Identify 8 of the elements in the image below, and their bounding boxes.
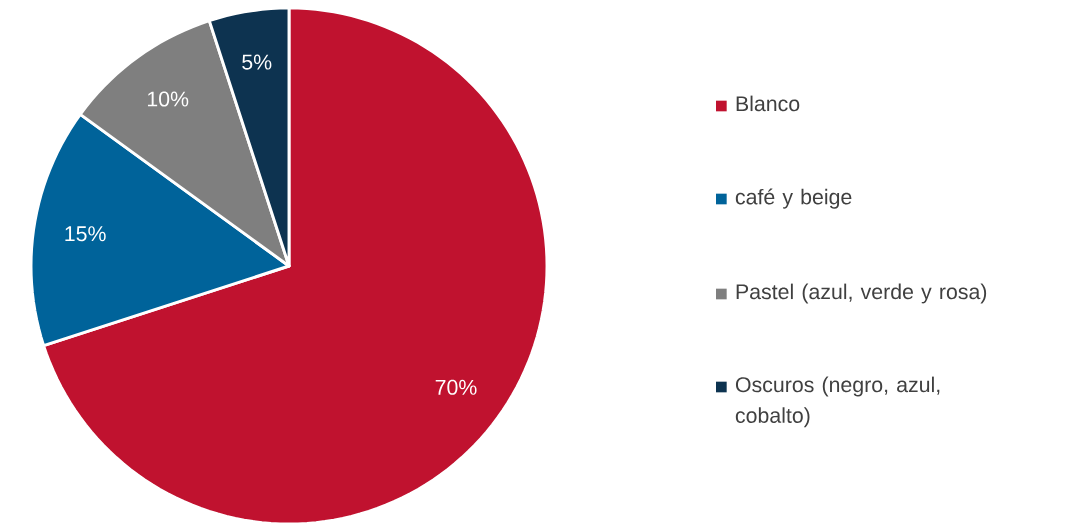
data-label: 10% bbox=[147, 91, 189, 107]
data-label: 15% bbox=[65, 225, 106, 241]
legend-label: Pastel (azul, verde y rosa) bbox=[736, 283, 987, 304]
data-label: 5% bbox=[242, 54, 272, 70]
legend-label: Oscuros (negro, azul, cobalto) bbox=[735, 376, 940, 427]
legend-label: café y beige bbox=[735, 188, 852, 209]
data-label: 70% bbox=[435, 379, 477, 395]
legend-label: Blanco bbox=[736, 95, 800, 112]
